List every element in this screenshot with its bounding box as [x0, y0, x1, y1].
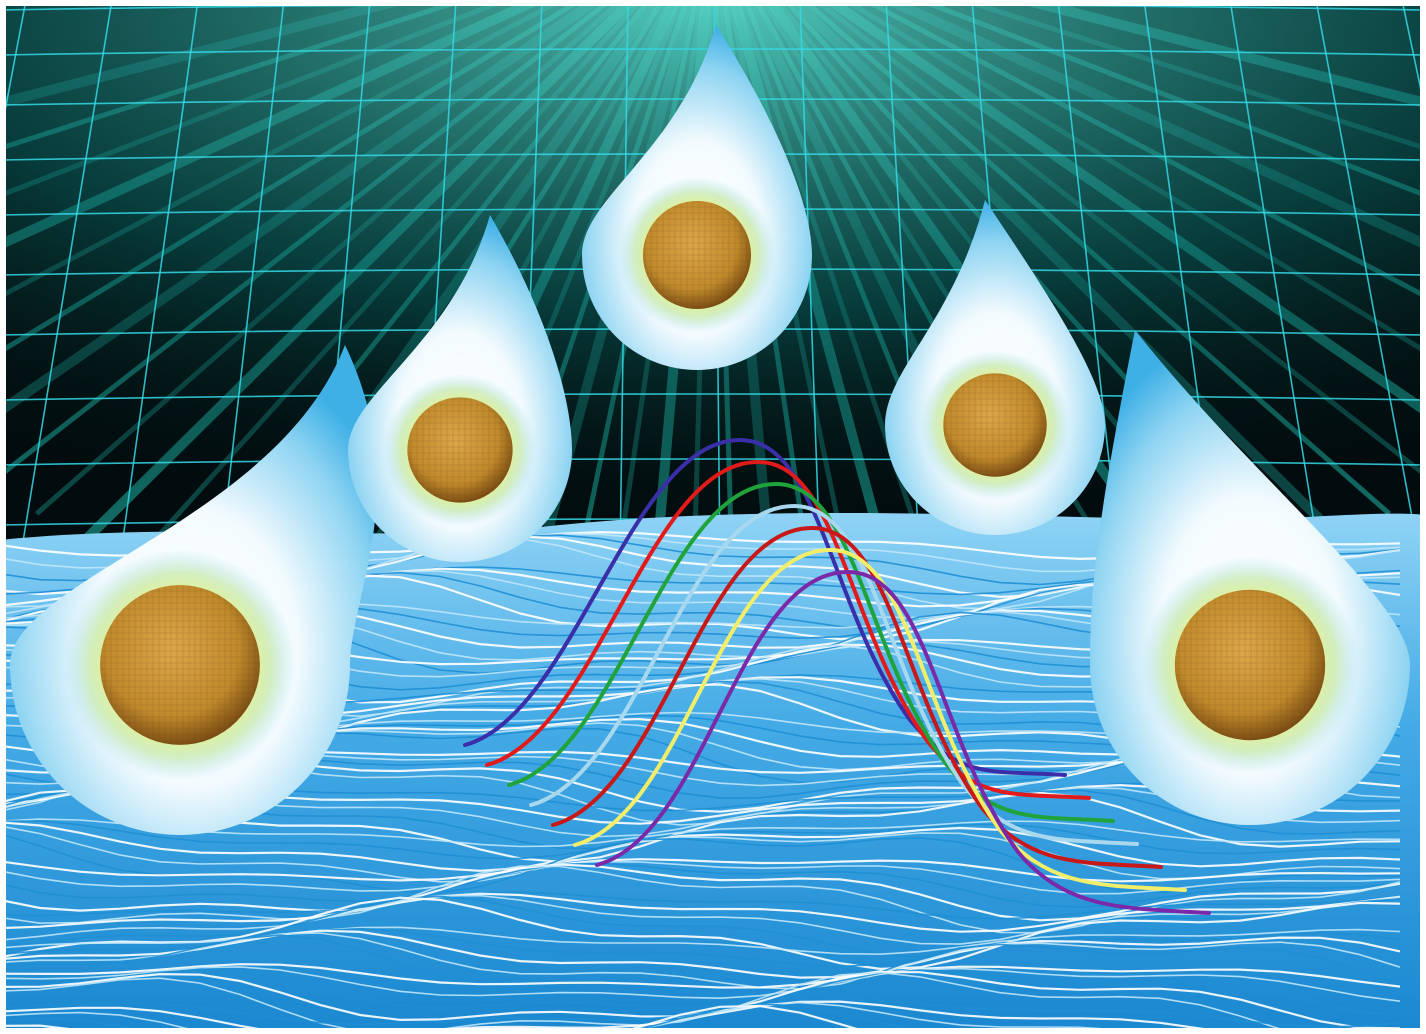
wave-line [0, 858, 1401, 883]
grid-line [0, 0, 27, 142]
wave-line [0, 894, 1401, 945]
core-texture [642, 200, 752, 310]
wave-line [0, 825, 1401, 883]
grid-line [799, 0, 821, 561]
colored-curves [463, 437, 1211, 915]
wave-line [0, 821, 1401, 872]
droplet [10, 345, 378, 835]
droplets [10, 25, 1410, 835]
core-texture [407, 397, 513, 503]
wave-line [0, 1004, 1401, 1034]
wave-line [0, 932, 1401, 990]
core-texture [1174, 589, 1326, 741]
wave-line [0, 895, 1401, 958]
water-surface [0, 513, 1426, 1034]
grid-line [1229, 0, 1321, 561]
wave-line [0, 966, 1401, 1002]
wave-line [0, 963, 1401, 989]
grid-line [0, 393, 1426, 401]
grid-line [219, 0, 285, 561]
core-texture [943, 373, 1047, 477]
wave-line [0, 891, 1401, 920]
wave-line [0, 926, 1401, 956]
wave-line [0, 863, 1401, 922]
wave-line [0, 862, 1401, 909]
wave-line [0, 934, 1401, 1001]
grid-line [119, 0, 199, 561]
droplet [1090, 330, 1410, 825]
wave-line [0, 998, 1401, 1028]
curve-7 [595, 569, 1211, 915]
grid-line [1315, 0, 1421, 561]
grid-line [19, 0, 113, 561]
droplet [582, 25, 812, 370]
wave-line [0, 969, 1401, 1017]
droplet [348, 215, 572, 562]
core-texture [100, 585, 260, 745]
droplet [885, 200, 1105, 535]
wave-line [0, 971, 1304, 1034]
wave-line [0, 1003, 1401, 1034]
